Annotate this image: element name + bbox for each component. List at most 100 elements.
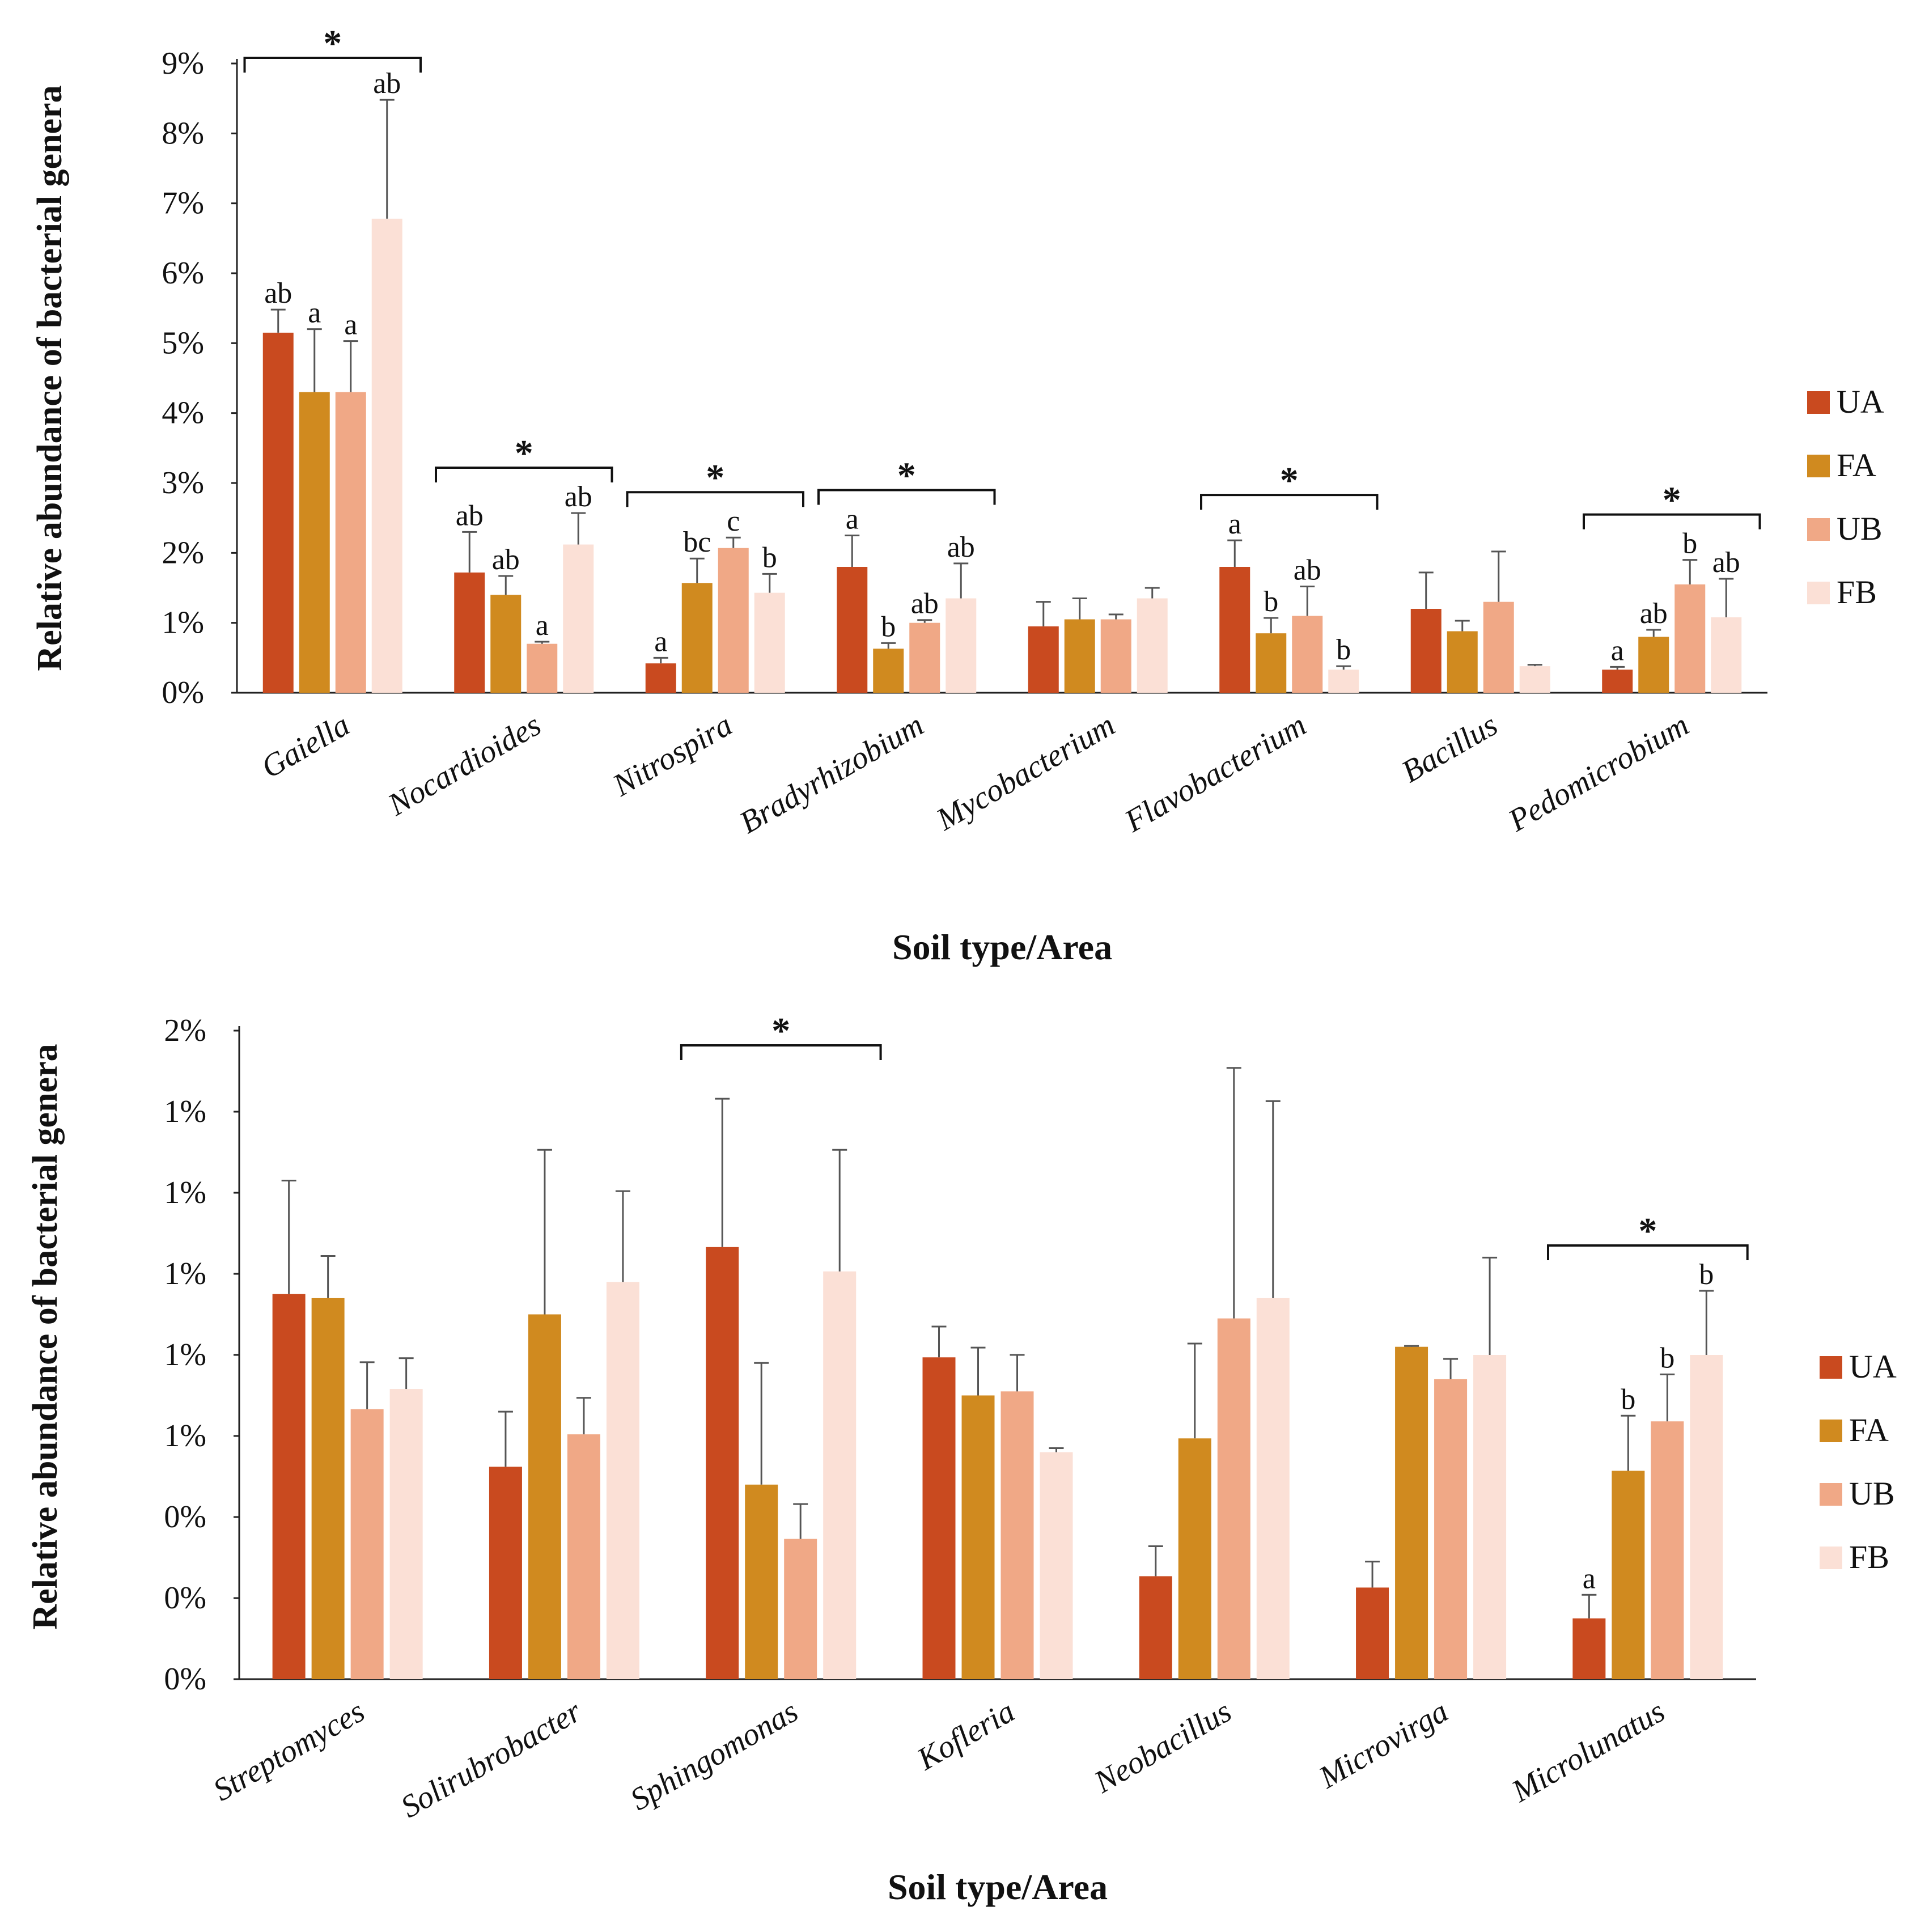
y-tick-label: 2% [162,535,204,570]
bar-ua-microlunatus [1572,1618,1606,1679]
bar-ub-sphingomonas [784,1539,817,1679]
bar-ua-kofleria [922,1357,956,1679]
y-tick-label: 0% [164,1662,206,1697]
significance-bracket [1200,494,1379,510]
legend-label-fa: FA [1849,1412,1889,1448]
bar-ua-streptomyces [272,1294,306,1679]
significance-letter: a [536,609,549,642]
bar-fa-gaiella [299,392,330,693]
x-category-label: Microlunatus [1506,1694,1671,1810]
legend-swatch-ub [1807,518,1830,541]
y-tick-label: 1% [164,1175,206,1210]
x-category-label: Bradyrhizobium [734,707,929,841]
significance-letter: a [1611,634,1624,667]
chart-panel-1: 0% 1% 2% 3% 4% 5% 6% 7% 8% 9% Relative abundance o… [31,23,1884,967]
significance-asterisk: * [771,1010,790,1052]
bar-ub-mycobacterium [1100,619,1131,693]
significance-bracket [680,1044,882,1060]
x-category-label: Kofleria [911,1694,1021,1778]
legend-label-fb: FB [1849,1539,1889,1575]
significance-letter: ab [1640,598,1668,630]
y-axis-title: Relative abundance of bacterial genera [26,1044,65,1629]
significance-bracket [817,489,996,505]
significance-letter: a [1583,1562,1596,1595]
significance-bracket [1583,513,1761,529]
y-tick-label: 8% [162,116,204,151]
significance-letter: ab [947,531,975,564]
bar-fa-mycobacterium [1064,619,1095,693]
significance-letter: ab [1294,554,1321,587]
significance-letter: ab [911,588,939,620]
bar-fa-microlunatus [1612,1471,1645,1679]
legend-swatch-fb [1807,582,1830,604]
x-category-label: Streptomyces [207,1694,371,1808]
y-tick-label: 0% [164,1581,206,1616]
legend-label-fb: FB [1837,574,1877,611]
category-group-kofleria: Kofleria [911,1325,1073,1778]
bar-ub-solirubrobacter [567,1434,600,1679]
significance-letter: ab [1712,546,1740,579]
legend-label-fa: FA [1837,447,1876,484]
x-category-label: Solirubrobacter [395,1693,587,1825]
significance-letter: b [1264,586,1278,618]
significance-letter: a [1228,508,1241,540]
significance-letter: ab [565,481,592,513]
bar-fa-pedomicrobium [1638,637,1669,693]
bar-fb-streptomyces [389,1389,423,1679]
bar-fa-bacillus [1447,631,1478,693]
significance-letter: a [344,309,357,341]
y-tick-label: 7% [162,186,204,221]
significance-letter: b [1699,1259,1714,1291]
bar-fa-flavobacterium [1256,633,1287,693]
bar-fa-nitrospira [681,583,713,693]
significance-bracket [626,491,804,507]
bar-ua-nitrospira [645,663,676,693]
bar-ua-mycobacterium [1028,626,1059,693]
significance-asterisk: * [897,455,916,497]
x-category-label: Neobacillus [1088,1694,1237,1800]
significance-letter: a [846,503,859,536]
significance-asterisk: * [1280,460,1299,501]
bar-ua-flavobacterium [1219,567,1250,693]
bar-fb-pedomicrobium [1711,617,1742,693]
significance-letter: b [881,611,896,643]
bar-ua-gaiella [262,332,294,693]
y-tick-label: 4% [162,396,204,431]
bar-fa-nocardioides [490,595,522,693]
category-group-bacillus: Bacillus [1396,550,1550,790]
legend-swatch-fa [1807,455,1830,477]
legend-label-ua: UA [1837,383,1884,420]
x-category-label: Mycobacterium [930,707,1121,838]
legend-swatch-ua [1807,391,1830,414]
legend-swatch-ub [1820,1483,1842,1506]
bar-ub-pedomicrobium [1674,584,1706,693]
y-tick-label: 9% [162,46,204,81]
significance-letter: b [1682,528,1697,560]
bar-fa-solirubrobacter [528,1314,561,1679]
significance-letter: ab [456,499,484,532]
bar-ub-nocardioides [527,643,558,693]
y-tick-label: 5% [162,325,204,361]
bar-fb-kofleria [1040,1452,1073,1679]
legend-label-ub: UB [1837,510,1883,547]
significance-bracket [435,467,613,483]
bar-fa-bradyrhizobium [873,649,904,693]
significance-letter: b [1660,1342,1674,1374]
bar-fb-nocardioides [563,544,594,693]
bar-ua-nocardioides [454,572,485,693]
bar-ua-bradyrhizobium [837,567,868,693]
significance-asterisk: * [706,457,724,498]
y-tick-label: 2% [164,1013,206,1048]
bar-fb-solirubrobacter [606,1282,639,1679]
bar-fb-sphingomonas [823,1271,857,1679]
bar-fb-bradyrhizobium [946,598,977,693]
y-tick-label: 1% [164,1418,206,1454]
x-category-label: Nocardioides [381,707,546,823]
x-category-label: Sphingomonas [625,1694,804,1818]
significance-letter: b [762,541,777,574]
y-tick-label: 1% [164,1256,206,1291]
y-tick-label: 1% [162,605,204,641]
category-group-sphingomonas: * Sphingomonas [625,1010,882,1818]
significance-letter: bc [683,526,711,558]
